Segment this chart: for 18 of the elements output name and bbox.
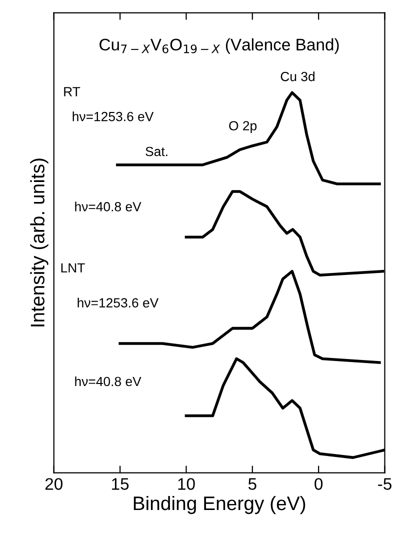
y-axis-title: Intensity (arb. units) [30, 158, 48, 326]
x-tick-label: 0 [314, 478, 323, 490]
text: Cu 3d [280, 72, 314, 82]
annotation: hν=1253.6 eV [78, 298, 159, 308]
x-tick-label: 15 [112, 478, 129, 490]
x-tick-label: 20 [45, 478, 62, 490]
x-axis-title: Binding Energy (eV) [134, 496, 306, 514]
annotation: hν=40.8 eV [75, 202, 142, 212]
x-tick-label: 5 [248, 478, 256, 490]
chart-title: Cu$_{7−X}$V$_{6}$O$_{19−X}$ (Valence Band) [100, 38, 339, 54]
annotation: Sat. [146, 146, 168, 156]
annotation: hν=1253.6 eV [72, 112, 154, 122]
annotation: hν=40.8 eV [75, 376, 142, 386]
annotation: O 2p [229, 121, 257, 134]
x-tick-label: 10 [178, 478, 195, 490]
annotation: LNT [61, 263, 85, 272]
annotation: RT [64, 87, 80, 96]
x-tick-label: -5 [378, 478, 392, 490]
